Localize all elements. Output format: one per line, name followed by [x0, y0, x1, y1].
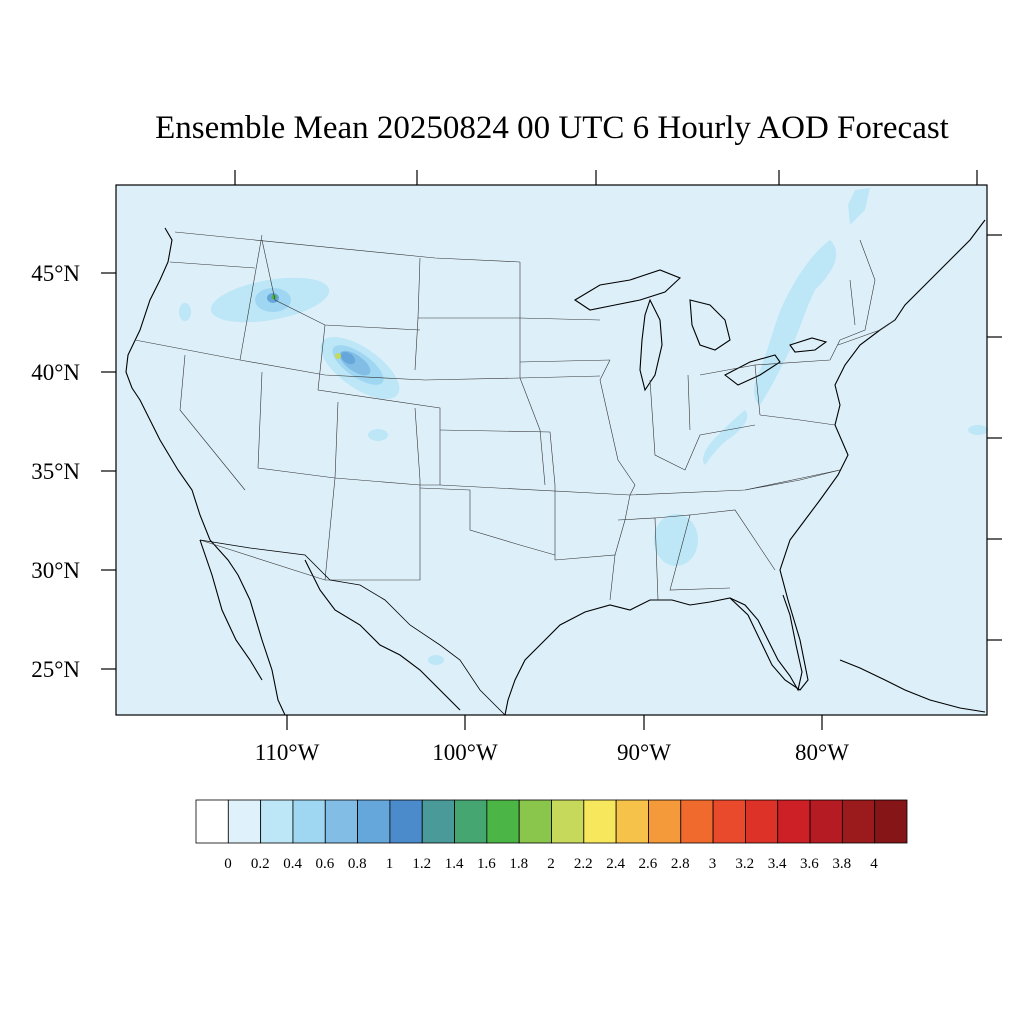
colorbar-label: 3.2 — [735, 856, 754, 872]
lat-label: 25°N — [31, 657, 80, 682]
colorbar-box — [227, 799, 262, 844]
colorbar-box — [389, 799, 423, 844]
left-ticks — [101, 272, 116, 670]
lake-ontario — [789, 337, 828, 353]
colorbar-box — [357, 799, 391, 844]
colorbar-box — [777, 799, 811, 844]
lat-label: 30°N — [31, 558, 80, 583]
colorbar-label: 2.8 — [671, 856, 690, 872]
colorbar-box — [809, 799, 843, 844]
baja — [199, 539, 263, 681]
colorbar-box — [648, 799, 682, 844]
colorbar-boxes — [195, 799, 908, 844]
colorbar-box — [421, 799, 455, 844]
top-ticks — [234, 170, 978, 185]
colorbar-box — [292, 799, 326, 844]
colorbar-box — [680, 799, 714, 844]
colorbar-label: 2.6 — [639, 856, 658, 872]
lon-label: 80°W — [795, 740, 849, 765]
plume-atlantic — [968, 425, 988, 435]
colorbar-box — [454, 799, 488, 844]
plume-ohio-valley — [703, 410, 748, 465]
colorbar-label: 0.6 — [316, 856, 335, 872]
right-ticks — [987, 234, 1002, 641]
coastlines — [125, 219, 986, 716]
colorbar-label: 0 — [224, 856, 232, 872]
lake-michigan — [639, 298, 663, 392]
colorbar-box — [195, 799, 229, 844]
plume-colorado — [368, 429, 388, 441]
colorbar-label: 3 — [709, 856, 717, 872]
colorbar-label: 3.6 — [800, 856, 819, 872]
lat-label: 45°N — [31, 261, 80, 286]
colorbar-box — [615, 799, 649, 844]
intl-borders — [199, 539, 506, 716]
colorbar-label: 3.4 — [768, 856, 787, 872]
colorbar-box — [551, 799, 585, 844]
colorbar-label: 1 — [386, 856, 394, 872]
colorbar-label: 0.8 — [348, 856, 367, 872]
colorbar-label: 0.2 — [251, 856, 270, 872]
lat-label: 40°N — [31, 360, 80, 385]
colorbar-box — [712, 799, 746, 844]
plume-quebec — [848, 188, 870, 225]
colorbar-box — [583, 799, 617, 844]
map-title: Ensemble Mean 20250824 00 UTC 6 Hourly A… — [155, 110, 949, 146]
colorbar-label: 0.4 — [283, 856, 302, 872]
colorbar-label: 2.4 — [606, 856, 625, 872]
lake-huron — [689, 299, 731, 351]
lake-erie — [723, 354, 781, 386]
colorbar-box — [486, 799, 520, 844]
lat-label: 35°N — [31, 459, 80, 484]
colorbar-label: 3.8 — [832, 856, 851, 872]
colorbar-label: 4 — [870, 856, 878, 872]
plume-wyoming-peak — [335, 353, 341, 359]
map-frame — [115, 184, 988, 716]
colorbar-box — [260, 799, 294, 844]
colorbar-label: 2.2 — [574, 856, 593, 872]
lon-label: 100°W — [432, 740, 498, 765]
caribbean-islands — [839, 659, 986, 713]
colorbar-box — [841, 799, 876, 844]
lake-superior — [573, 269, 682, 311]
lon-label: 110°W — [255, 740, 320, 765]
colorbar-box — [324, 799, 358, 844]
plume-gulf — [428, 655, 444, 665]
state-borders — [134, 231, 896, 601]
lon-label: 90°W — [617, 740, 671, 765]
colorbar-labels: 0 0.2 0.4 0.6 0.8 1 1.2 1.4 1.6 1.8 2 2.2 2.4 2.6 2.8 3… — [224, 856, 878, 872]
florida — [729, 594, 803, 692]
plume-oregon — [179, 303, 191, 321]
lon-labels: 110°W 100°W 90°W 80°W — [255, 740, 850, 765]
conus-outline — [125, 219, 986, 716]
plume-idaho-peak — [271, 294, 277, 300]
plume-wyoming-core — [340, 351, 356, 365]
colorbar-label: 1.8 — [509, 856, 528, 872]
colorbar-box — [745, 799, 779, 844]
colorbar-label: 1.2 — [412, 856, 431, 872]
colorbar-box — [874, 799, 908, 844]
bottom-ticks — [286, 715, 823, 730]
colorbar-label: 1.6 — [477, 856, 496, 872]
colorbar-box — [518, 799, 552, 844]
lat-labels: 45°N 40°N 35°N 30°N 25°N — [31, 261, 80, 682]
colorbar-label: 2 — [547, 856, 555, 872]
colorbar-label: 1.4 — [445, 856, 464, 872]
